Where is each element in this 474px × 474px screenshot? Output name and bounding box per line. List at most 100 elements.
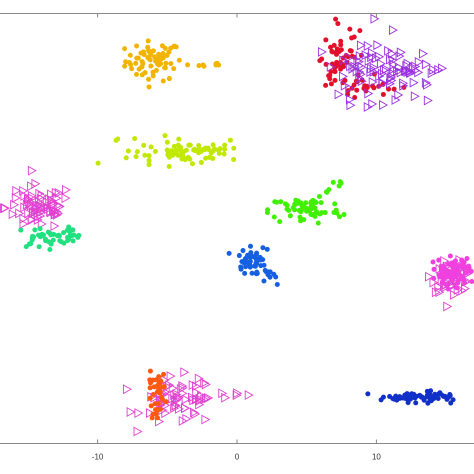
- scatter-point: [243, 264, 249, 270]
- scatter-point: [443, 282, 449, 288]
- scatter-point: [462, 270, 468, 276]
- scatter-point: [430, 259, 436, 265]
- scatter-point: [458, 275, 464, 281]
- scatter-point: [254, 270, 260, 276]
- scatter-point: [442, 393, 448, 399]
- scatter-point: [391, 95, 401, 105]
- scatter-point: [345, 83, 355, 94]
- scatter-point: [380, 91, 386, 97]
- scatter-point: [344, 52, 354, 63]
- scatter-point: [54, 200, 63, 211]
- scatter-point: [36, 244, 42, 250]
- scatter-point: [266, 269, 272, 275]
- scatter-point: [331, 209, 337, 215]
- scatter-point: [176, 136, 182, 142]
- scatter-point: [70, 227, 76, 233]
- scatter-point: [428, 388, 434, 394]
- scatter-point: [126, 407, 136, 417]
- scatter-point: [438, 63, 448, 74]
- scatter-point: [308, 204, 314, 210]
- scatter-point: [387, 72, 397, 82]
- scatter-point: [133, 154, 139, 160]
- scatter-point: [222, 146, 228, 152]
- scatter-point: [162, 65, 168, 71]
- scatter-point: [419, 48, 429, 59]
- scatter-point: [174, 403, 184, 414]
- scatter-point: [292, 201, 298, 207]
- scatter-point: [31, 178, 41, 189]
- scatter-point: [148, 144, 154, 150]
- scatter-point: [318, 200, 324, 206]
- scatter-point: [139, 59, 145, 65]
- scatter-point: [451, 264, 457, 270]
- scatter-point: [27, 181, 37, 192]
- scatter-point: [146, 157, 152, 163]
- scatter-point: [313, 200, 319, 206]
- scatter-point: [123, 155, 129, 161]
- scatter-point: [341, 212, 347, 218]
- scatter-point: [123, 59, 129, 65]
- scatter-point: [337, 214, 343, 220]
- scatter-point: [122, 46, 128, 52]
- scatter-point: [50, 237, 56, 243]
- scatter-point: [346, 100, 356, 111]
- scatter-point: [317, 46, 327, 57]
- scatter-point: [273, 274, 279, 280]
- scatter-point: [355, 51, 365, 62]
- scatter-point: [429, 64, 439, 75]
- scatter-point: [456, 268, 462, 274]
- scatter-point: [188, 380, 198, 391]
- scatter-point: [129, 66, 135, 72]
- scatter-point: [127, 52, 133, 58]
- scatter-point: [48, 232, 54, 238]
- scatter-point: [18, 227, 24, 233]
- scatter-point: [35, 200, 45, 211]
- scatter-point: [455, 278, 461, 284]
- scatter-point: [148, 403, 154, 409]
- scatter-point: [419, 394, 425, 400]
- scatter-point: [399, 80, 409, 91]
- scatter-point: [332, 77, 338, 83]
- scatter-point: [339, 55, 349, 66]
- scatter-point: [406, 67, 415, 78]
- scatter-point: [146, 162, 152, 168]
- scatter-point: [218, 388, 228, 399]
- scatter-point: [152, 401, 158, 407]
- scatter-point: [160, 78, 166, 84]
- scatter-point: [153, 67, 159, 73]
- scatter-point: [368, 77, 378, 88]
- scatter-point: [454, 285, 460, 291]
- scatter-point: [355, 73, 365, 84]
- scatter-point: [299, 205, 305, 211]
- scatter-point: [365, 391, 371, 397]
- scatter-point: [133, 426, 143, 437]
- scatter-point: [403, 58, 413, 69]
- scatter-point: [464, 255, 470, 261]
- scatter-point: [174, 392, 184, 403]
- scatter-point: [168, 61, 174, 67]
- scatter-point: [26, 241, 32, 247]
- scatter-point: [409, 77, 419, 88]
- scatter-point: [396, 67, 406, 78]
- scatter-point: [397, 395, 403, 401]
- scatter-point: [147, 368, 153, 374]
- scatter-point: [312, 205, 318, 211]
- scatter-point: [189, 407, 199, 418]
- scatter-point: [163, 399, 169, 405]
- scatter-point: [453, 258, 459, 264]
- scatter-point: [261, 278, 267, 284]
- scatter-point: [458, 285, 468, 296]
- scatter-point: [449, 260, 455, 266]
- scatter-point: [27, 165, 37, 176]
- scatter-point: [338, 47, 344, 53]
- scatter-point: [147, 395, 153, 401]
- scatter-point: [409, 394, 415, 400]
- scatter-point: [395, 51, 405, 62]
- scatter-point: [334, 51, 340, 57]
- scatter-point: [332, 65, 338, 71]
- scatter-point: [436, 257, 442, 263]
- scatter-point: [180, 403, 190, 414]
- scatter-point: [150, 392, 156, 398]
- scatter-point: [29, 207, 39, 218]
- scatter-point: [421, 59, 431, 70]
